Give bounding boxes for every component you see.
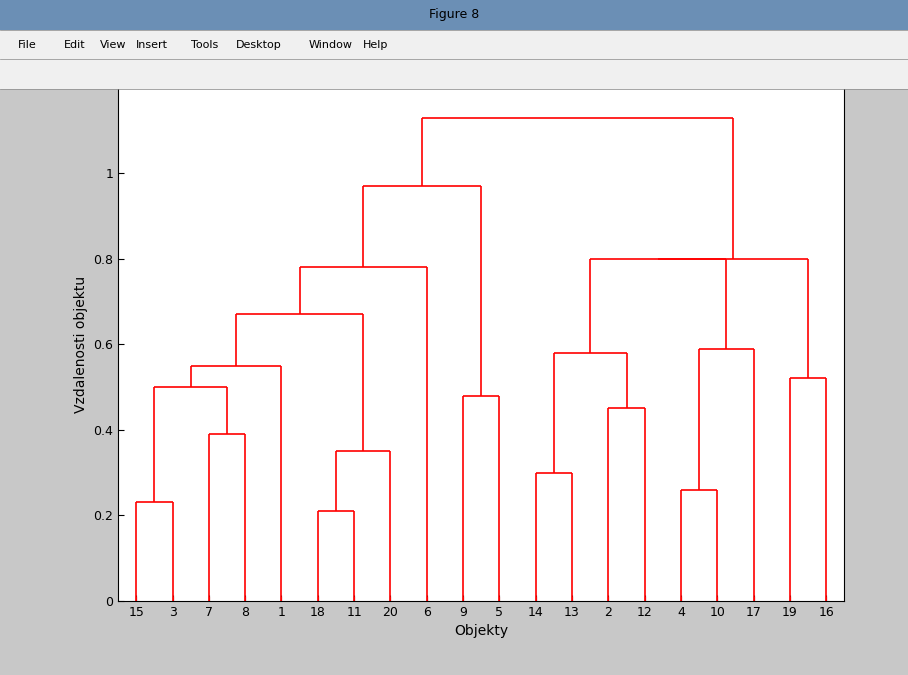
Title: Dendrogram - Metoda prumerne vazby: Dendrogram - Metoda prumerne vazby: [331, 68, 631, 82]
Text: File: File: [18, 40, 37, 50]
X-axis label: Objekty: Objekty: [454, 624, 508, 638]
Text: Tools: Tools: [191, 40, 218, 50]
Text: Edit: Edit: [64, 40, 85, 50]
Text: Help: Help: [363, 40, 389, 50]
Text: Insert: Insert: [136, 40, 168, 50]
Text: Figure 8: Figure 8: [429, 8, 479, 22]
Text: Desktop: Desktop: [236, 40, 281, 50]
Y-axis label: Vzdalenosti objektu: Vzdalenosti objektu: [74, 275, 88, 413]
Text: View: View: [100, 40, 126, 50]
Text: Window: Window: [309, 40, 352, 50]
